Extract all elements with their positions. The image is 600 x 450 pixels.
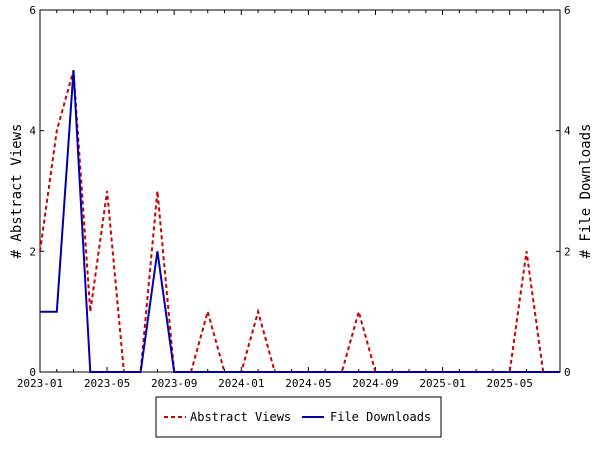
x-tick-label: 2025-01 (419, 377, 465, 390)
left-y-tick-label: 0 (29, 366, 36, 379)
left-y-tick-label: 4 (29, 125, 36, 138)
left-axis-title: # Abstract Views (9, 124, 25, 259)
x-tick-label: 2024-01 (218, 377, 264, 390)
left-y-tick-label: 2 (29, 245, 36, 258)
legend-label-file-downloads: File Downloads (330, 410, 431, 424)
x-tick-label: 2023-05 (84, 377, 130, 390)
x-tick-label: 2025-05 (486, 377, 532, 390)
series-layer (39, 70, 560, 373)
right-axis-title: # File Downloads (578, 124, 594, 259)
x-tick-label: 2024-09 (352, 377, 398, 390)
right-y-tick-label: 6 (564, 4, 571, 17)
plot-area (39, 9, 561, 373)
legend-box (155, 396, 442, 438)
legend-label-abstract-views: Abstract Views (190, 410, 291, 424)
right-y-tick-label: 4 (564, 125, 571, 138)
left-y-axis: 0 2 4 6 (29, 4, 44, 379)
series-line-file-downloads (40, 70, 560, 373)
left-y-tick-label: 6 (29, 4, 36, 17)
right-y-tick-label: 2 (564, 245, 571, 258)
legend: Abstract Views File Downloads (155, 396, 442, 438)
right-y-tick-label: 0 (564, 366, 571, 379)
x-tick-label: 2024-05 (285, 377, 331, 390)
x-tick-label: 2023-09 (151, 377, 197, 390)
x-tick-label: 2023-01 (17, 377, 63, 390)
